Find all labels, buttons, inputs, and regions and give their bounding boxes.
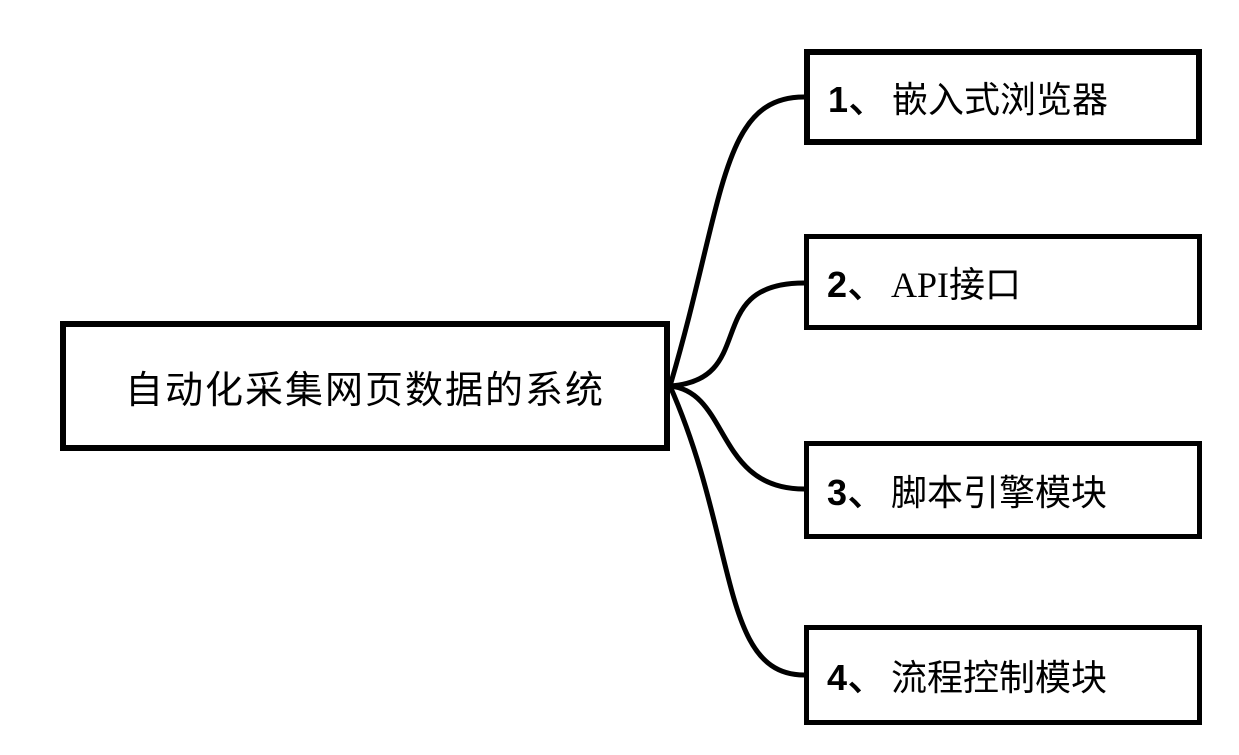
- child-node-1-num: 1、: [828, 71, 886, 123]
- child-node-2: 2、 API接口: [804, 234, 1202, 330]
- child-node-3-num: 3、: [827, 464, 885, 516]
- child-node-2-label: API接口: [891, 256, 1021, 308]
- root-node-label: 自动化采集网页数据的系统: [125, 359, 605, 414]
- root-node: 自动化采集网页数据的系统: [60, 321, 670, 451]
- child-node-1: 1、 嵌入式浏览器: [804, 49, 1202, 145]
- diagram-canvas: 自动化采集网页数据的系统 1、 嵌入式浏览器 2、 API接口 3、 脚本引擎模…: [0, 0, 1239, 755]
- child-node-3-label: 脚本引擎模块: [891, 464, 1107, 516]
- child-node-4-num: 4、: [827, 649, 885, 701]
- child-node-4: 4、 流程控制模块: [804, 625, 1202, 725]
- child-node-4-label: 流程控制模块: [891, 649, 1107, 701]
- child-node-1-label: 嵌入式浏览器: [892, 71, 1108, 123]
- child-node-3: 3、 脚本引擎模块: [804, 441, 1202, 539]
- child-node-2-num: 2、: [827, 256, 885, 308]
